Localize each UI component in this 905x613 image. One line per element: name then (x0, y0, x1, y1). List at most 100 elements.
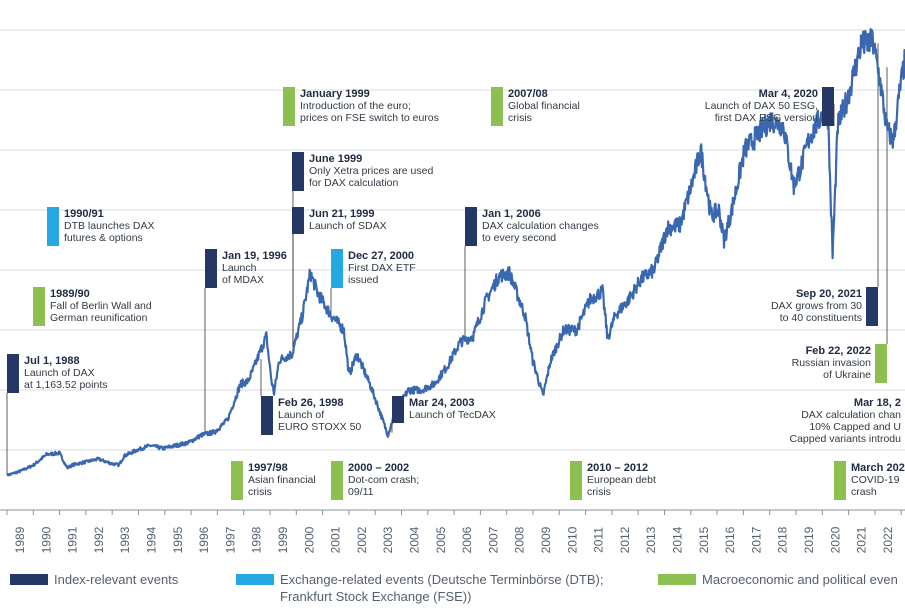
x-tick-label: 2009 (539, 526, 553, 553)
event-date: Jul 1, 1988 (24, 355, 80, 367)
legend-swatch (236, 574, 274, 585)
event-description: at 1,163.52 points (24, 379, 107, 391)
event-description: 10% Capped and U (809, 421, 901, 433)
x-tick-label: 2014 (671, 526, 685, 553)
event-date: Jun 21, 1999 (309, 208, 374, 220)
legend-label: Exchange-related events (Deutsche Termin… (280, 572, 603, 587)
event-description: Only Xetra prices are used (309, 165, 433, 177)
event-marker (205, 249, 217, 288)
event-description: 09/11 (348, 486, 374, 498)
x-axis: 1989 1990 1991 1992 1993 1994 1995 1996 1997 1998… (0, 509, 905, 553)
event-description: Launch of SDAX (309, 220, 387, 232)
event-description: DAX calculation changes (482, 220, 599, 232)
event-description: futures & options (64, 232, 143, 244)
x-tick-label: 2007 (486, 526, 500, 553)
event-marker (822, 87, 834, 126)
legend-swatch (658, 574, 696, 585)
event-description: Capped variants introdu (790, 433, 902, 445)
x-tick-label: 1991 (66, 526, 80, 553)
event-marker (570, 461, 582, 500)
event-marker (491, 87, 503, 126)
event-marker (292, 152, 304, 191)
event-description: of Ukraine (823, 369, 871, 381)
event-description: Fall of Berlin Wall and (50, 300, 152, 312)
legend-swatch (10, 574, 48, 585)
event-marker (261, 396, 273, 435)
event-date: Feb 26, 1998 (278, 397, 343, 409)
event-date: 1989/90 (50, 288, 90, 300)
event-description: crash (851, 486, 877, 498)
x-tick-label: 2012 (618, 526, 632, 553)
event-marker (866, 287, 878, 326)
event-description: DTB launches DAX (64, 220, 154, 232)
x-tick-label: 2020 (828, 526, 842, 553)
event-description: to 40 constituents (780, 312, 862, 324)
x-tick-label: 1994 (145, 526, 159, 553)
event-marker (465, 207, 477, 246)
event-marker (33, 287, 45, 326)
event-description: issued (348, 274, 379, 286)
event-date: Sep 20, 2021 (796, 288, 862, 300)
x-tick-label: 2015 (697, 526, 711, 553)
event-date: Jan 1, 2006 (482, 208, 541, 220)
event-description: Global financial (508, 100, 580, 112)
event-description: of MDAX (222, 274, 264, 286)
x-tick-label: 2001 (329, 526, 343, 553)
event-date: Mar 24, 2003 (409, 397, 474, 409)
event-description: First DAX ETF (348, 262, 416, 274)
x-tick-label: 2002 (355, 526, 369, 553)
event-description: Launch of (278, 409, 324, 421)
legend-label: Macroeconomic and political even (702, 572, 898, 587)
event-marker (283, 87, 295, 126)
x-tick-label: 2017 (749, 526, 763, 553)
event-description: Launch of TecDAX (409, 409, 496, 421)
legend-item-exchange: Exchange-related events (Deutsche Termin… (236, 572, 603, 604)
x-tick-label: 2004 (408, 526, 422, 553)
event-date: Jan 19, 1996 (222, 250, 287, 262)
event-date: March 2020 (851, 462, 905, 474)
event-marker (834, 461, 846, 500)
x-tick-label: 2011 (592, 527, 606, 553)
event-description: COVID-19 (851, 474, 900, 486)
legend-item-macro: Macroeconomic and political even (658, 572, 898, 587)
x-tick-label: 1996 (197, 526, 211, 553)
event-description: Launch of DAX 50 ESG, (705, 100, 818, 112)
legend-item-index: Index-relevant events (10, 572, 179, 587)
x-tick-label: 1990 (39, 526, 53, 553)
x-tick-label: 2006 (460, 526, 474, 553)
event-description: crisis (587, 486, 611, 498)
x-tick-label: 2013 (644, 526, 658, 553)
event-date: 2007/08 (508, 88, 548, 100)
x-tick-label: 2000 (302, 526, 316, 553)
event-marker (392, 396, 404, 423)
event-date: January 1999 (300, 88, 370, 100)
event-marker (7, 354, 19, 393)
event-description: EURO STOXX 50 (278, 421, 361, 433)
event-marker (875, 344, 887, 383)
event-date: Mar 18, 2 (854, 397, 901, 409)
x-tick-label: 1995 (171, 526, 185, 553)
event-description: Introduction of the euro; (300, 100, 411, 112)
event-date: 1997/98 (248, 462, 288, 474)
legend-label: Index-relevant events (54, 572, 179, 587)
event-description: for DAX calculation (309, 177, 398, 189)
event-description: first DAX ESG version (715, 112, 818, 124)
event-description: Asian financial (248, 474, 316, 486)
